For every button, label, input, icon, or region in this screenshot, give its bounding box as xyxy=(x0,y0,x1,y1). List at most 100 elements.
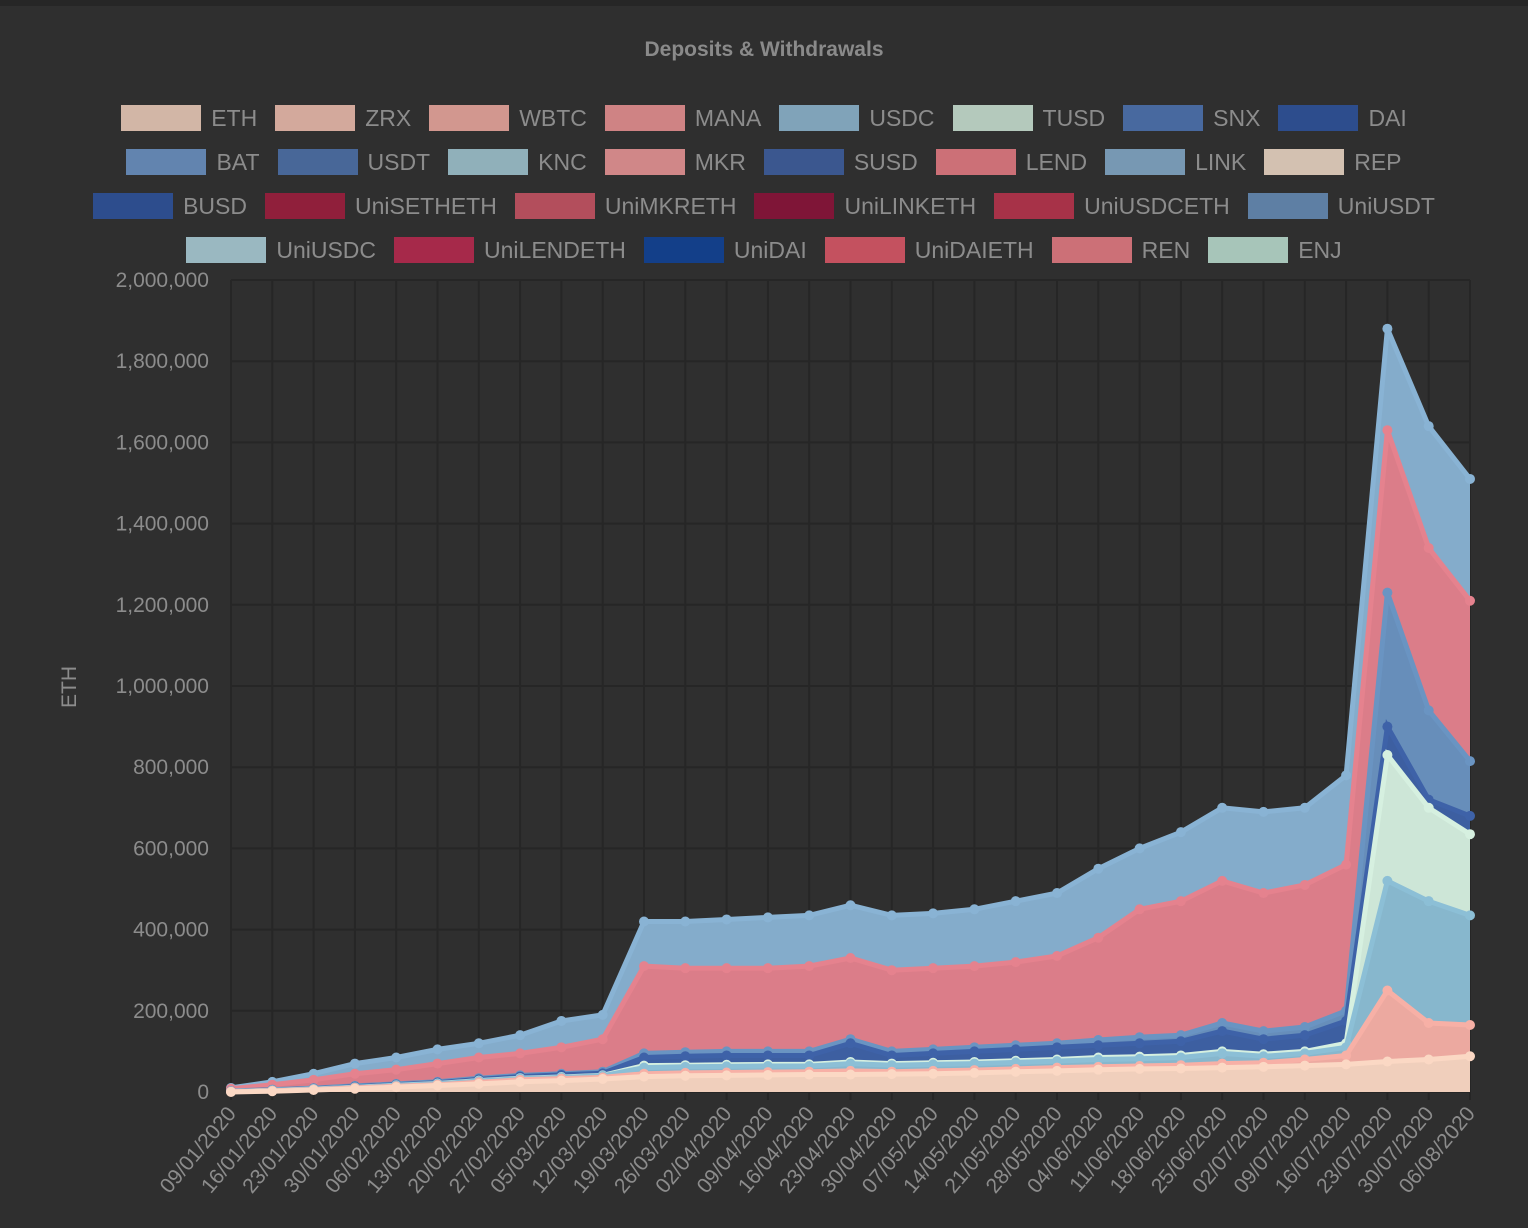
data-point xyxy=(515,1048,526,1059)
data-point xyxy=(1052,950,1062,961)
legend-item-ren[interactable]: REN xyxy=(1051,237,1190,264)
data-point xyxy=(473,1078,484,1089)
legend-item-unimkreth[interactable]: UniMKRETH xyxy=(514,193,736,220)
legend-item-mkr[interactable]: MKR xyxy=(604,149,746,176)
data-point xyxy=(1382,323,1393,334)
legend-label: UniDAIETH xyxy=(914,236,1034,263)
data-point xyxy=(1465,1051,1475,1062)
data-point xyxy=(969,1067,980,1078)
y-tick-label: 0 xyxy=(197,1081,209,1104)
data-point xyxy=(721,963,732,974)
y-tick-label: 400,000 xyxy=(133,919,209,942)
data-point xyxy=(556,1015,567,1026)
data-point xyxy=(680,963,691,974)
legend-item-uniusdt[interactable]: UniUSDT xyxy=(1247,193,1435,220)
legend-item-snx[interactable]: SNX xyxy=(1123,105,1260,132)
legend-item-enj[interactable]: ENJ xyxy=(1208,237,1342,264)
legend-row: ETH ZRX WBTC MANA USDC TUSD SNX DAI xyxy=(0,96,1528,140)
legend-item-unidai[interactable]: UniDAI xyxy=(643,236,807,264)
legend-label: LINK xyxy=(1195,148,1247,175)
data-point xyxy=(886,1050,897,1061)
data-point xyxy=(1175,827,1186,838)
legend-label: DAI xyxy=(1368,104,1407,131)
data-point xyxy=(680,1051,691,1062)
data-point xyxy=(1217,1062,1228,1073)
data-point xyxy=(1052,1042,1062,1053)
legend-item-usdc[interactable]: USDC xyxy=(779,105,935,132)
data-point xyxy=(804,1050,815,1061)
data-point xyxy=(391,1052,402,1063)
legend-item-unilinketh[interactable]: UniLINKETH xyxy=(754,193,976,220)
y-axis-ticks: 0 200,000 400,000 600,000 800,000 1,000,000 1,… xyxy=(116,269,209,1104)
legend-item-mana[interactable]: MANA xyxy=(604,105,761,132)
legend-item-wbtc[interactable]: WBTC xyxy=(429,105,587,132)
data-point xyxy=(1217,1017,1228,1028)
legend-item-unidaieth[interactable]: UniDAIETH xyxy=(824,236,1034,264)
legend-item-uniusdceth[interactable]: UniUSDCETH xyxy=(994,193,1230,220)
legend-swatch xyxy=(1278,105,1359,131)
legend-label: UniUSDCETH xyxy=(1084,192,1230,219)
legend-swatch xyxy=(763,149,844,175)
data-point xyxy=(639,1052,649,1063)
data-point xyxy=(1010,1044,1021,1055)
legend-item-lend[interactable]: LEND xyxy=(935,149,1087,176)
data-point xyxy=(1423,421,1434,432)
legend-label: UniDAI xyxy=(733,236,807,263)
legend-label: USDT xyxy=(367,148,431,175)
legend-label: TUSD xyxy=(1042,104,1106,131)
legend-label: BUSD xyxy=(183,192,247,219)
y-tick-label: 200,000 xyxy=(133,1000,209,1023)
legend-swatch xyxy=(604,105,685,131)
legend-item-rep[interactable]: REP xyxy=(1264,148,1402,176)
data-point xyxy=(1382,1056,1393,1067)
data-point xyxy=(928,908,939,919)
legend-label: UniSETHETH xyxy=(354,192,497,219)
data-point xyxy=(308,1084,319,1095)
legend-item-unisetheth[interactable]: UniSETHETH xyxy=(264,192,497,220)
legend-item-bat[interactable]: BAT xyxy=(126,149,260,176)
data-point xyxy=(886,1069,897,1080)
data-point xyxy=(1052,1065,1062,1076)
data-point xyxy=(639,961,649,972)
legend-label: SUSD xyxy=(853,148,918,175)
legend-item-tusd[interactable]: TUSD xyxy=(952,104,1106,132)
data-point xyxy=(1465,829,1475,840)
legend-item-unilendeth[interactable]: UniLENDETH xyxy=(394,237,626,264)
data-point xyxy=(556,1042,567,1053)
legend-item-susd[interactable]: SUSD xyxy=(763,148,918,176)
data-point xyxy=(886,965,897,976)
data-point xyxy=(1175,1052,1186,1063)
legend-item-zrx[interactable]: ZRX xyxy=(275,105,411,132)
legend-item-eth[interactable]: ETH xyxy=(121,105,257,132)
legend-item-uniusdc[interactable]: UniUSDC xyxy=(186,237,376,264)
legend-item-dai[interactable]: DAI xyxy=(1278,104,1407,132)
data-point xyxy=(432,1044,443,1055)
data-point xyxy=(1382,985,1393,996)
legend-swatch xyxy=(1208,237,1289,263)
data-point xyxy=(1465,810,1475,821)
legend-swatch xyxy=(935,149,1016,175)
data-point xyxy=(226,1087,236,1097)
legend-label: REP xyxy=(1354,148,1402,175)
data-point xyxy=(1258,1026,1269,1037)
legend-swatch xyxy=(1105,149,1186,175)
data-point xyxy=(845,1058,856,1069)
legend-item-busd[interactable]: BUSD xyxy=(93,193,247,220)
data-point xyxy=(1465,473,1475,484)
data-point xyxy=(969,904,980,915)
legend-item-usdt[interactable]: USDT xyxy=(277,148,431,176)
data-point xyxy=(1134,1038,1145,1049)
data-point xyxy=(1010,957,1021,968)
data-point xyxy=(1423,1017,1434,1028)
legend-swatch xyxy=(264,193,345,219)
legend-item-knc[interactable]: KNC xyxy=(448,149,587,176)
chart-title: Deposits & Withdrawals xyxy=(644,38,884,61)
legend-item-link[interactable]: LINK xyxy=(1105,149,1246,176)
data-point xyxy=(1258,806,1269,817)
data-point xyxy=(845,1069,856,1080)
data-point xyxy=(1423,896,1434,907)
data-point xyxy=(349,1068,360,1079)
legend-swatch xyxy=(643,237,724,263)
data-point xyxy=(391,1064,402,1075)
data-point xyxy=(1341,859,1352,870)
